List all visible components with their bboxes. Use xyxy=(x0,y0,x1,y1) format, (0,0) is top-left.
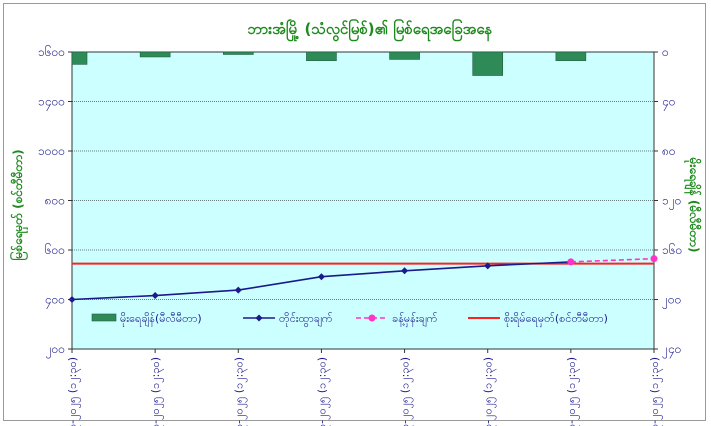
rainfall-bar xyxy=(389,51,420,60)
chart-title: ဘားအံမြို့ (သံလွင်မြစ်)၏ မြစ်ရေအခြေအနေ xyxy=(248,18,493,42)
x-tick-label: ၁၂-၃-၂၀၂၅ (၁၂:၃၀) xyxy=(482,357,497,426)
grid-lines xyxy=(72,101,654,300)
y-left-tick-label: ၄၀၀ xyxy=(45,293,65,310)
y-right-tick-label: ၈၀ xyxy=(662,144,676,158)
y-left-tick-label: ၁၄၀၀ xyxy=(38,95,65,112)
legend: မိုးရေချိန်(မီလီမီတာ) တိုင်းထွာချက် ခန့်မှ… xyxy=(91,312,608,327)
x-tick-label: ၁၁-၃-၂၀၂၅ (၁၂:၃၀) xyxy=(399,357,414,426)
rainfall-bar xyxy=(71,51,88,65)
x-tick-label: ၁၄-၃-၂၀၂၅ (၁၂:၃၀) xyxy=(648,357,663,426)
y-right-tick-label: ၂၀၀ xyxy=(662,293,681,310)
x-tick-label: ၅-၃-၂၀၂၅ (၁၂:၃၀) xyxy=(232,357,247,426)
rainfall-bar xyxy=(306,51,337,61)
x-tick-label: ၁၀-၃-၂၀၂၅ (၁၂:၃၀) xyxy=(315,357,330,426)
observed-point xyxy=(401,267,409,275)
observed-point xyxy=(484,262,492,270)
x-tick-label: ၁၃-၃-၂၀၂၅ (၁၂:၃၀) xyxy=(565,357,580,426)
x-axis-ticks: ၃-၃-၂၀၂၅ (၁၂:၃၀) ၄-၃-၂၀၂၅ (၁၂:၃၀) ၅-၃-၂၀၂၅… xyxy=(66,349,663,426)
forecast-point xyxy=(650,255,658,263)
y-axis-right-label: မိုးရေချိန် (မီလီမီတာ) xyxy=(683,157,703,253)
y-right-tick-label: ၁၂၀ xyxy=(662,194,681,211)
y-right-tick-label: ၂၄၀ xyxy=(662,342,681,359)
x-tick-label: ၃-၃-၂၀၂၅ (၁၂:၃၀) xyxy=(66,357,81,426)
legend-marker-observed xyxy=(255,314,263,322)
y-left-tick-label: ၈၀၀ xyxy=(45,194,65,208)
series-lines xyxy=(68,255,658,303)
legend-label: မိုးရေချိန်(မီလီမီတာ) xyxy=(120,312,202,327)
rainfall-bar xyxy=(222,51,254,55)
rainfall-bars xyxy=(71,51,587,76)
x-tick-label: ၄-၃-၂၀၂၅ (၁၂:၃၀) xyxy=(149,357,164,426)
y-left-tick-label: ၁၀၀၀ xyxy=(38,144,65,158)
y-left-tick-label: ၂၀၀ xyxy=(46,342,65,359)
observed-point xyxy=(317,273,325,281)
legend-label: တိုင်းထွာချက် xyxy=(279,312,333,327)
observed-point xyxy=(151,292,159,300)
y-axis-left-label: မြစ်ရေမှတ် (စင်တီမီတာ) xyxy=(8,149,29,260)
rainfall-bar xyxy=(555,51,587,61)
observed-point xyxy=(234,286,242,294)
legend-marker-forecast xyxy=(368,314,376,322)
y-left-tick-label: ၁၆၀၀ xyxy=(38,44,65,59)
y-right-tick-label: ၄၀ xyxy=(662,95,676,112)
legend-swatch-rainfall xyxy=(91,313,117,322)
chart-frame xyxy=(3,3,706,421)
legend-label: ခန့်မှန်းချက် xyxy=(392,312,438,327)
forecast-point xyxy=(567,258,575,266)
y-right-tick-label: ၀ xyxy=(662,45,669,59)
y-left-tick-label: ၆၀၀ xyxy=(45,242,65,257)
forecast-line xyxy=(570,257,655,263)
legend-label: စိုးရိမ်ရေမှတ်(စင်တီမီတာ) xyxy=(504,312,608,327)
y-right-tick-label: ၁၆၀ xyxy=(662,242,682,257)
rainfall-bar xyxy=(139,51,171,58)
rainfall-bar xyxy=(472,51,504,76)
